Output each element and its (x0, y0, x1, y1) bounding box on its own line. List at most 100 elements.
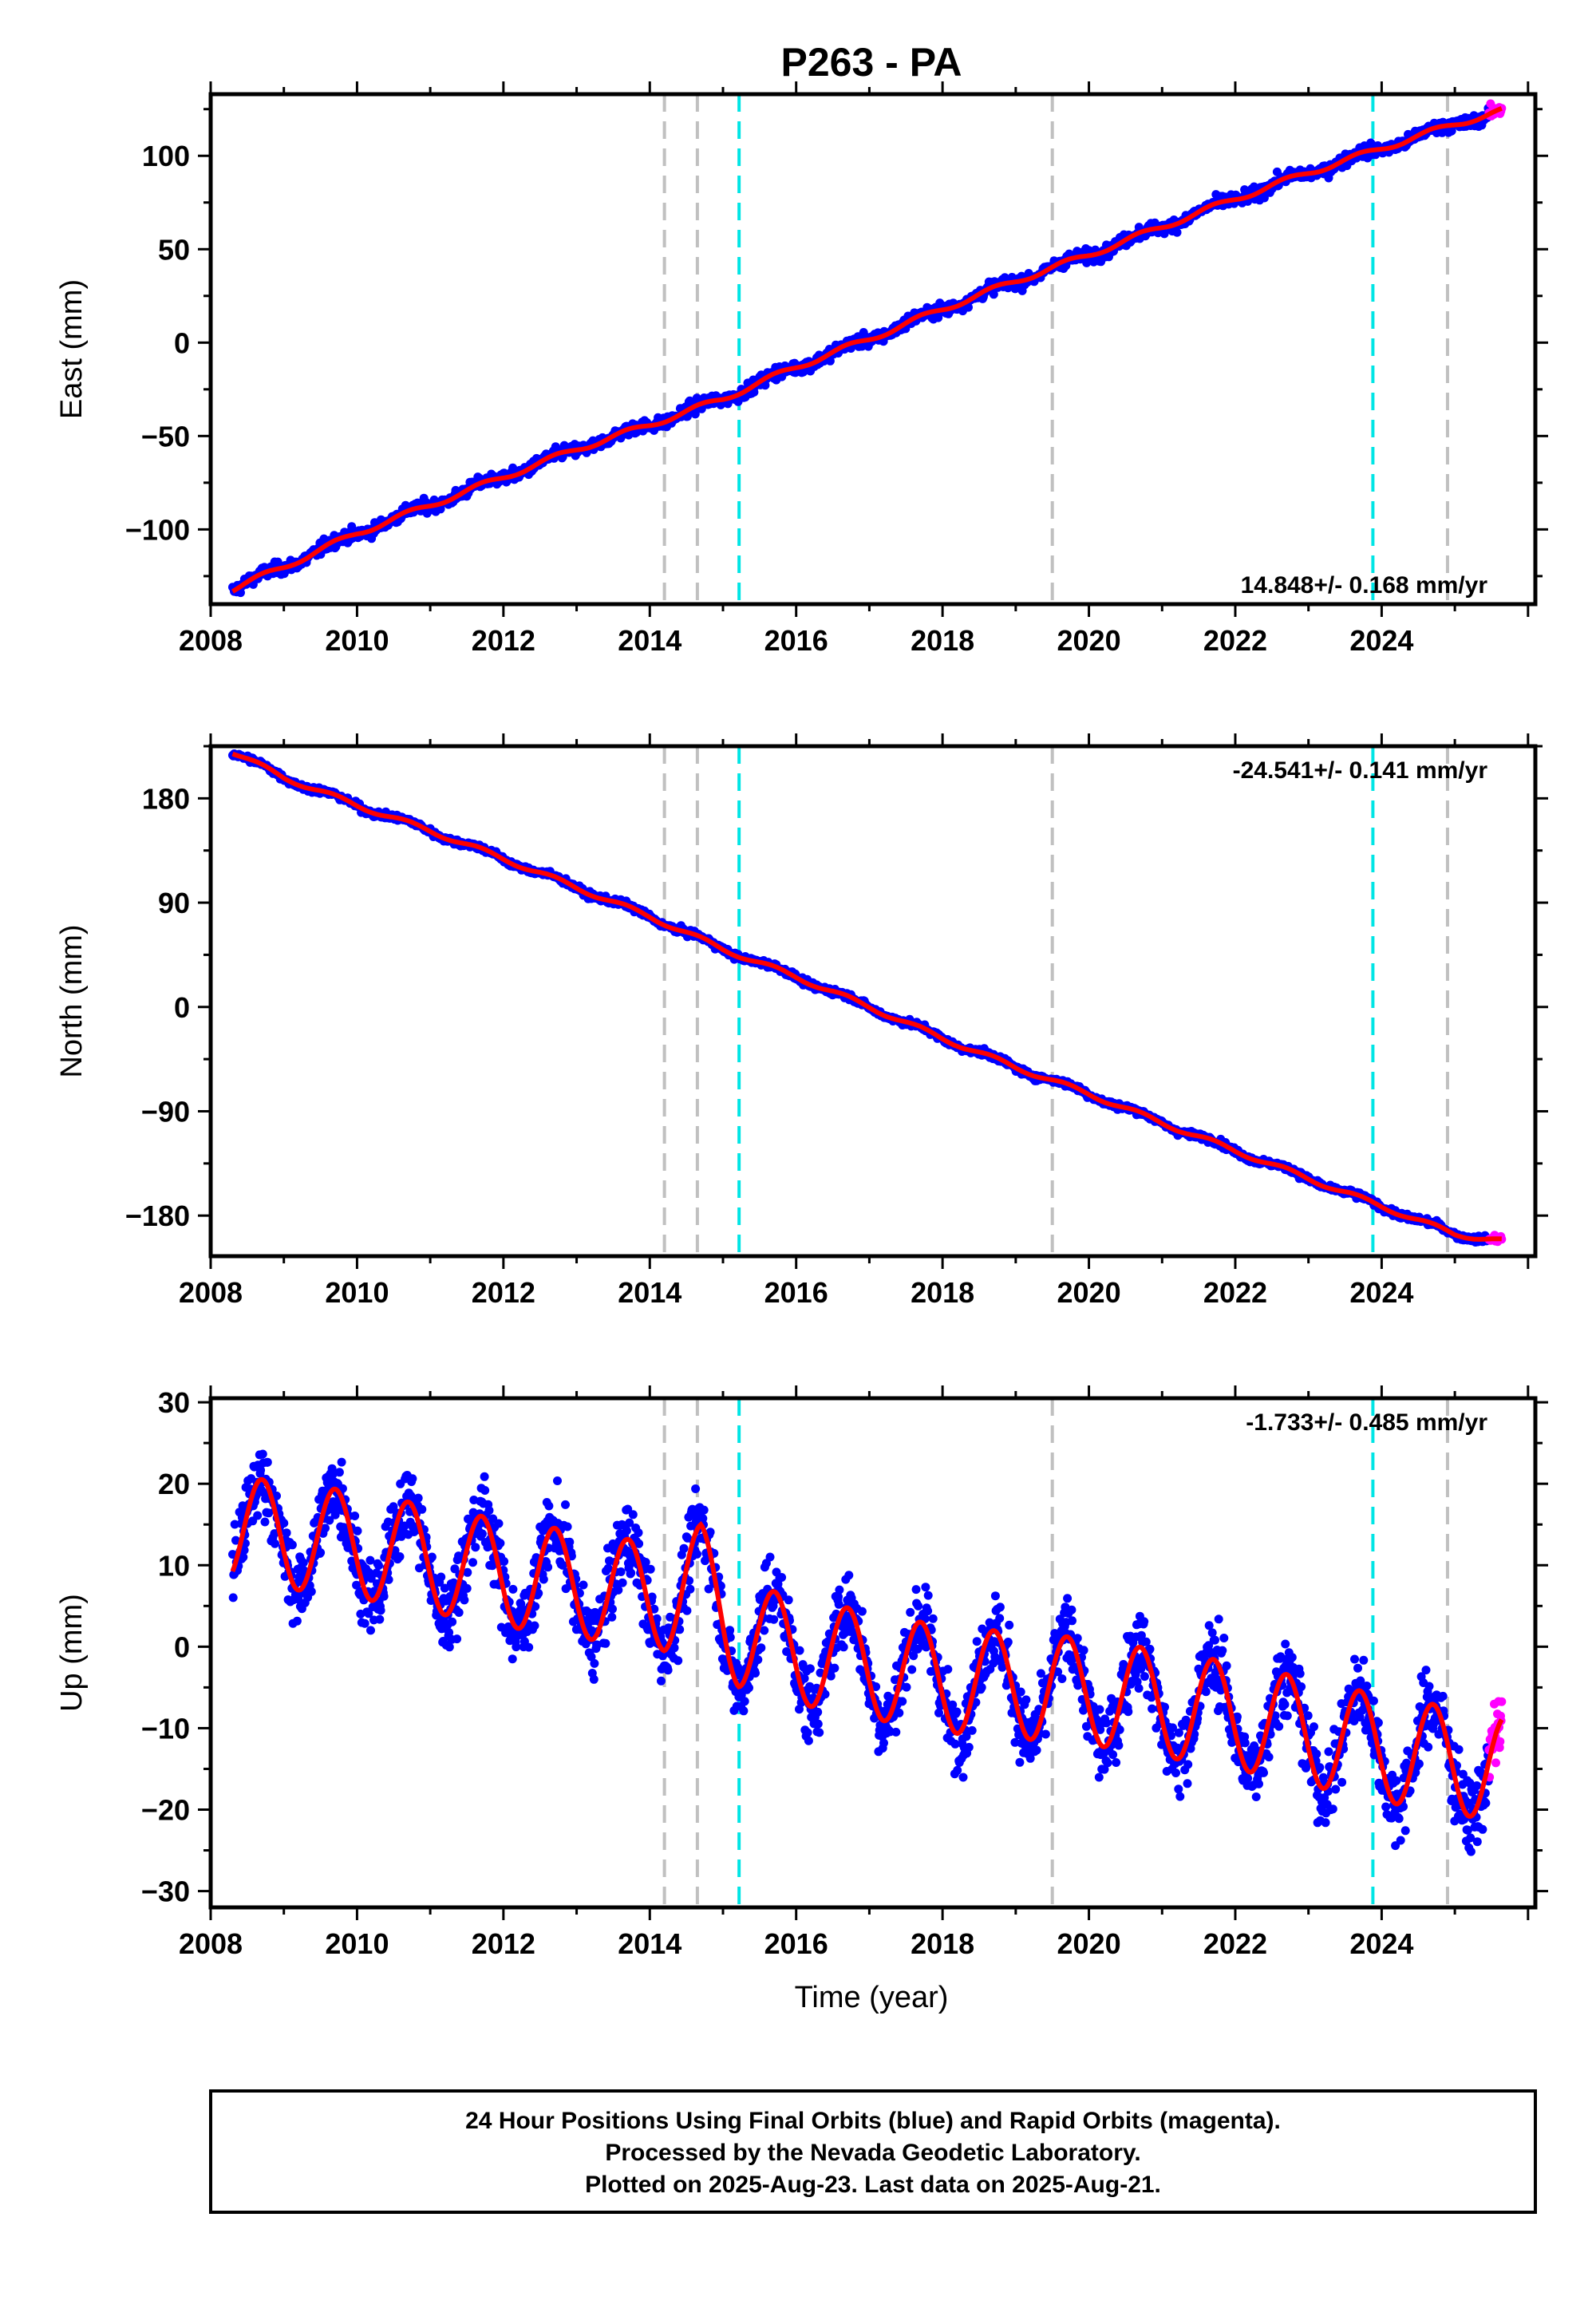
final-point (835, 1585, 844, 1595)
final-point (943, 1665, 953, 1674)
final-point (1005, 1620, 1014, 1630)
y-axis-label: East (mm) (55, 279, 89, 419)
final-point (958, 1773, 968, 1782)
final-point (663, 1666, 673, 1675)
x-tick-label: 2014 (618, 1276, 681, 1309)
final-point (928, 1614, 938, 1623)
final-point (1021, 1695, 1031, 1705)
final-point (298, 1558, 308, 1567)
final-point (616, 1567, 626, 1576)
final-point (260, 1517, 270, 1527)
final-point (911, 1585, 921, 1595)
final-point (652, 1614, 662, 1623)
final-point (287, 1540, 297, 1550)
final-point (989, 290, 998, 299)
x-tick-label: 2012 (472, 1276, 535, 1309)
final-point (462, 1583, 472, 1593)
final-point (460, 1595, 469, 1605)
final-point (1063, 1594, 1073, 1603)
final-point (544, 1501, 554, 1511)
final-point (995, 1603, 1005, 1612)
final-point (539, 1526, 548, 1535)
x-tick-label: 2016 (764, 1276, 828, 1309)
final-point (306, 1587, 316, 1596)
y-tick-label: −50 (141, 420, 190, 453)
y-axis-label: North (mm) (55, 924, 89, 1077)
final-point (512, 1642, 521, 1652)
final-point (857, 1607, 867, 1616)
final-point (757, 1643, 766, 1653)
final-point (990, 1591, 1000, 1601)
final-point (444, 1642, 454, 1652)
final-point (972, 1637, 982, 1646)
final-point (531, 1602, 540, 1611)
final-point (921, 1583, 930, 1592)
final-point (437, 1572, 446, 1582)
y-tick-label: 50 (158, 233, 190, 266)
final-point (471, 1543, 480, 1552)
final-point (508, 1654, 517, 1664)
final-point (374, 1561, 383, 1571)
figure-title: P263 - PA (781, 40, 962, 85)
final-point (365, 1555, 375, 1565)
final-point (334, 1468, 344, 1477)
final-point (350, 1512, 360, 1520)
x-tick-label: 2022 (1203, 624, 1267, 657)
final-point (264, 1508, 274, 1518)
final-point (258, 1449, 267, 1459)
final-point (923, 1591, 933, 1600)
final-point (608, 1604, 617, 1614)
final-point (239, 1545, 249, 1555)
final-point (440, 1583, 449, 1593)
final-point (625, 1518, 634, 1528)
final-point (448, 1617, 457, 1626)
final-point (825, 356, 835, 366)
final-point (745, 1683, 753, 1693)
final-point (496, 1539, 505, 1548)
final-point (231, 1535, 240, 1545)
east-panel: 2008 2010 2012 2014 2016 2018 2020 2022 2024−100… (55, 81, 1548, 657)
final-point (347, 1556, 357, 1566)
y-tick-label: 90 (158, 887, 190, 919)
y-tick-label: 0 (174, 326, 190, 359)
final-point (524, 1642, 534, 1652)
final-point (366, 1626, 375, 1635)
final-point (952, 1707, 962, 1717)
final-point (536, 1534, 546, 1543)
final-point (330, 1510, 340, 1520)
x-tick-label: 2010 (325, 624, 389, 657)
final-point (777, 1573, 787, 1582)
final-point (1073, 1634, 1082, 1643)
final-point (1079, 1646, 1088, 1655)
final-point (452, 1634, 462, 1644)
final-point (1032, 1745, 1041, 1755)
final-point (484, 1506, 494, 1516)
final-point (895, 1708, 904, 1717)
x-tick-label: 2010 (325, 1276, 389, 1309)
y-tick-label: 100 (142, 140, 190, 172)
final-point (834, 1599, 843, 1609)
final-point (321, 1524, 330, 1533)
final-point (516, 1599, 526, 1609)
final-point (384, 1575, 393, 1584)
final-point (1067, 1605, 1077, 1614)
final-point (337, 1457, 346, 1467)
final-point (364, 1609, 373, 1618)
final-point (693, 1549, 701, 1559)
final-point (891, 1727, 901, 1737)
final-point (634, 1528, 643, 1537)
final-point (626, 1568, 636, 1578)
final-point (558, 1560, 567, 1570)
final-point (634, 1539, 644, 1548)
x-tick-label: 2024 (1349, 624, 1413, 657)
final-point (256, 1465, 266, 1475)
final-point (804, 1736, 813, 1745)
final-point (328, 1470, 338, 1480)
final-point (879, 1738, 888, 1748)
x-tick-label: 2014 (618, 624, 681, 657)
final-point (325, 1516, 334, 1525)
final-point (753, 1655, 763, 1665)
final-point (589, 1674, 598, 1684)
x-tick-label: 2020 (1057, 1276, 1121, 1309)
